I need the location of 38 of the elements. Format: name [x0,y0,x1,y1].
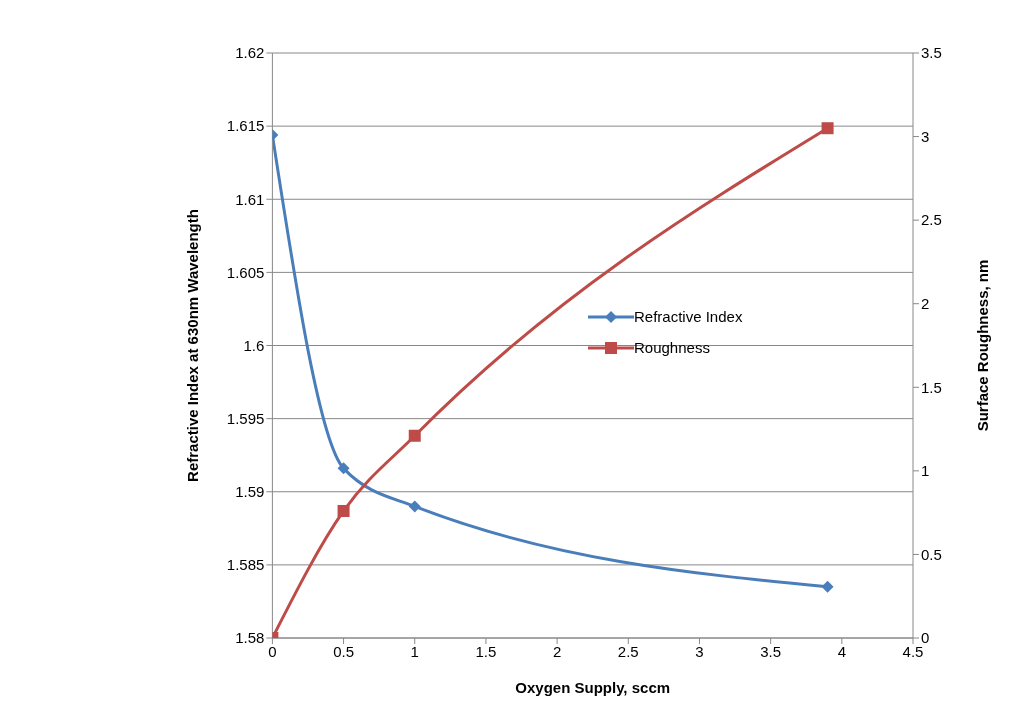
x-tick-label: 2 [552,642,562,660]
x-tick-label: 4 [837,642,846,660]
y2-tick-label: 3 [921,127,930,145]
x-tick-label: 2.5 [617,642,639,660]
legend-label: Refractive Index [634,308,743,325]
y-axis-title: Refractive Index at 630nm Wavelength [183,209,201,482]
y2-tick-label: 0.5 [921,545,942,563]
y2-tick-label: 1 [921,462,930,480]
legend-label: Roughness [634,339,710,356]
x-tick-label: 4.5 [902,642,924,660]
y-tick-label: 1.61 [235,190,265,208]
x-tick-label: 0 [268,642,277,660]
y2-tick-label: 1.5 [921,378,942,396]
y2-tick-label: 3.5 [921,44,942,62]
x-tick-label: 1.5 [475,642,497,660]
y-tick-label: 1.62 [235,44,265,62]
x-tick-label: 0.5 [333,642,354,660]
y2-tick-label: 2 [921,295,930,313]
y-tick-label: 1.585 [226,556,265,574]
point [821,122,834,135]
point [337,462,350,475]
y-tick-label: 1.605 [226,263,265,281]
y2-tick-label: 2.5 [921,211,942,229]
y-tick-label: 1.58 [235,629,265,647]
point [821,580,834,593]
y2-tick-label: 0 [921,629,930,647]
x-tick-label: 3 [695,642,704,660]
y-tick-label: 1.595 [226,409,265,427]
y2-axis-title: Surface Roughness, nm [974,259,992,432]
y-tick-label: 1.59 [235,483,265,501]
x-axis-title: Oxygen Supply, sccm [515,679,671,696]
y-tick-label: 1.6 [243,336,265,354]
point [408,500,421,513]
point [408,429,421,442]
x-tick-label: 3.5 [760,642,782,660]
point [337,504,350,517]
x-tick-label: 1 [410,642,419,660]
y-tick-label: 1.615 [226,117,265,135]
